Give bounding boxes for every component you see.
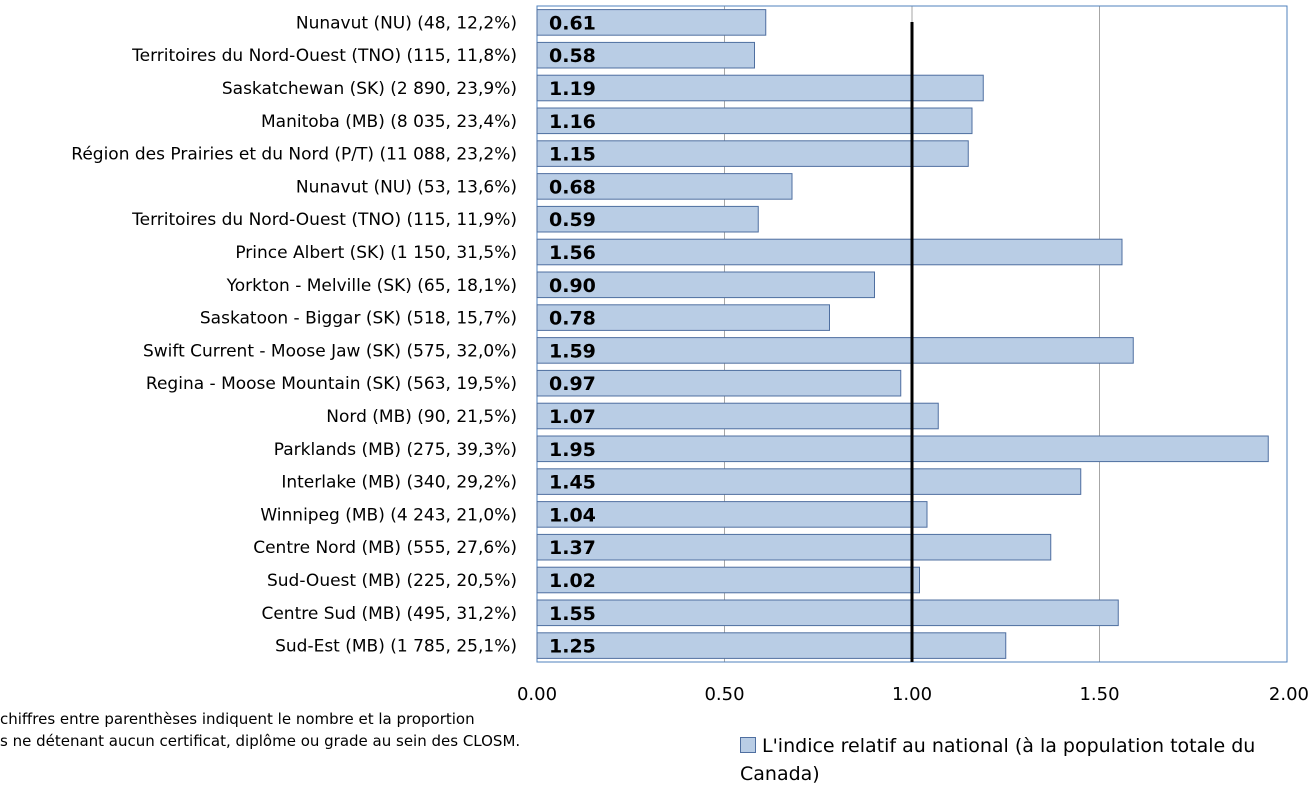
category-label: Nunavut (NU) (48, 12,2%) [296,13,517,33]
category-label: Prince Albert (SK) (1 150, 31,5%) [235,243,517,263]
data-label: 1.56 [549,242,596,264]
category-label: Sud-Ouest (MB) (225, 20,5%) [267,571,517,591]
data-label: 0.97 [549,373,596,395]
category-label: Parklands (MB) (275, 39,3%) [274,440,517,460]
bar [536,140,969,167]
x-tick-label: 1.00 [892,684,932,705]
category-label: Sud-Est (MB) (1 785, 25,1%) [275,637,517,657]
data-label: 1.07 [549,406,596,428]
grid-lines [724,6,1288,662]
category-label: Saskatoon - Biggar (SK) (518, 15,7%) [200,309,517,329]
data-label: 1.59 [549,340,596,362]
data-label: 0.68 [549,176,596,198]
legend: L'indice relatif au national (à la popul… [740,732,1310,788]
category-label: Nord (MB) (90, 21,5%) [326,407,517,427]
category-label: Saskatchewan (SK) (2 890, 23,9%) [222,79,517,99]
data-label: 0.58 [549,45,596,67]
category-labels: Nunavut (NU) (48, 12,2%) Territoires du N… [71,13,517,656]
category-label: Manitoba (MB) (8 035, 23,4%) [261,112,517,132]
data-label: 0.61 [549,12,596,34]
category-label: Territoires du Nord-Ouest (TNO) (115, 11… [131,46,517,66]
x-axis-tick-labels: 0.00 0.50 1.00 1.50 2.00 [517,684,1309,705]
data-label: 1.04 [549,504,596,526]
x-tick-label: 0.50 [704,684,744,705]
data-label: 0.90 [549,275,596,297]
data-label: 1.95 [549,439,596,461]
bar [536,271,875,299]
bar [536,566,920,594]
category-label: Yorkton - Melville (SK) (65, 18,1%) [226,276,517,296]
category-label: Swift Current - Moose Jaw (SK) (575, 32,… [143,341,517,361]
x-tick-label: 0.00 [517,684,557,705]
data-label: 1.55 [549,603,596,625]
data-label: 0.78 [549,308,596,330]
bar [536,74,984,102]
category-label: Territoires du Nord-Ouest (TNO) (115, 11… [131,210,517,230]
bar [536,501,928,528]
bar [536,599,1119,627]
data-label: 0.59 [549,209,596,231]
data-label: 1.25 [549,636,596,658]
bar [536,304,830,331]
footnote-line-1: chiffres entre parenthèses indiquent le … [0,710,475,728]
bar [536,468,1082,495]
category-label: Centre Nord (MB) (555, 27,6%) [253,538,517,558]
bar [536,533,1052,561]
bar [536,41,755,69]
category-label: Regina - Moose Mountain (SK) (563, 19,5%… [146,374,517,394]
bar [536,369,902,397]
bars: 0.61 0.58 1.19 1.16 1.15 0.68 0.59 1.56 0.90 0.78… [536,9,1269,659]
category-label: Nunavut (NU) (53, 13,6%) [296,177,517,197]
footnote: chiffres entre parenthèses indiquent le … [0,708,620,752]
category-label: Centre Sud (MB) (495, 31,2%) [261,604,517,624]
footnote-line-2: s ne détenant aucun certificat, diplôme … [0,732,521,750]
bar [536,107,973,135]
category-label: Région des Prairies et du Nord (P/T) (11… [71,145,517,165]
data-label: 1.45 [549,472,596,494]
data-label: 1.02 [549,570,596,592]
bar [536,173,793,200]
category-label: Interlake (MB) (340, 29,2%) [281,473,517,493]
data-label: 1.16 [549,111,596,133]
bar [536,9,767,36]
x-tick-label: 2.00 [1269,684,1309,705]
bar [536,337,1134,364]
data-label: 1.37 [549,537,596,559]
legend-swatch [740,737,756,753]
x-tick-label: 1.50 [1079,684,1119,705]
bar [536,402,939,430]
data-label: 1.19 [549,78,596,100]
bar [536,632,1007,659]
legend-label: L'indice relatif au national (à la popul… [740,735,1256,785]
category-label: Winnipeg (MB) (4 243, 21,0%) [260,505,517,525]
bar [536,205,759,233]
data-label: 1.15 [549,144,596,166]
bar [536,435,1269,463]
bar [536,238,1123,266]
